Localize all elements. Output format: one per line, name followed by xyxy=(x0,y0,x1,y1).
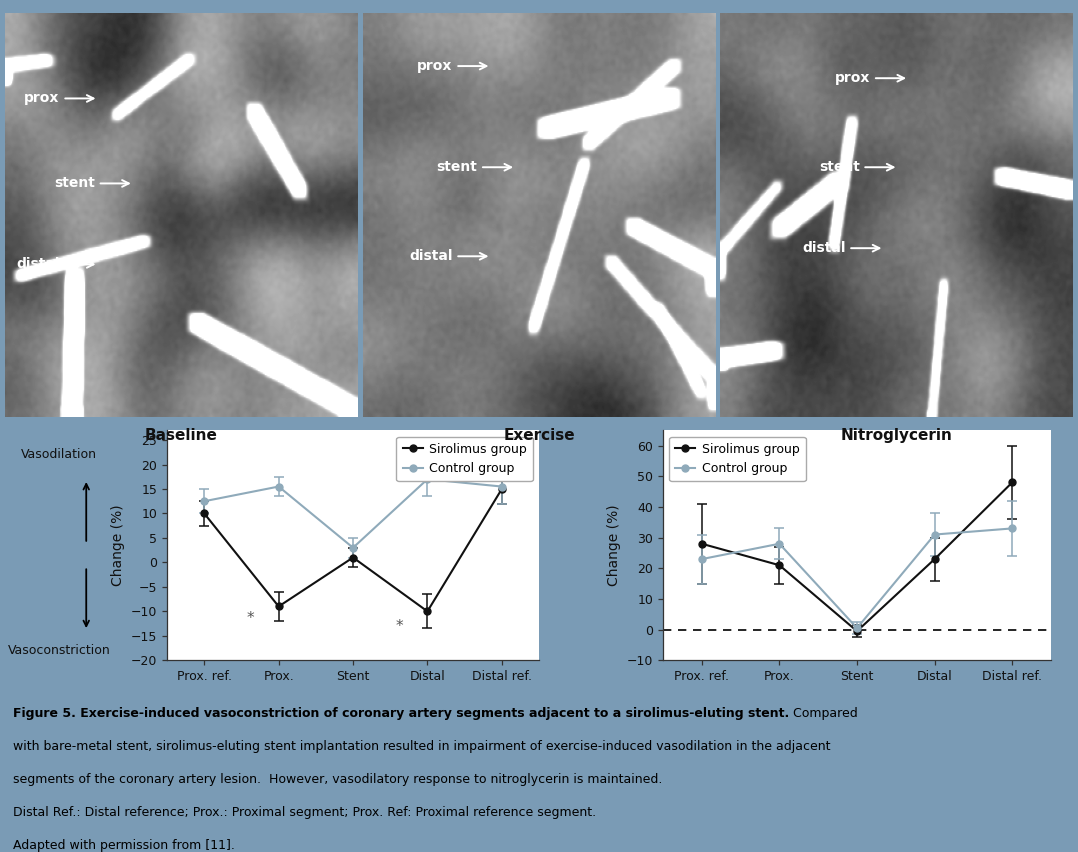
Text: segments of the coronary artery lesion.  However, vasodilatory response to nitro: segments of the coronary artery lesion. … xyxy=(13,774,662,786)
Text: with bare-metal stent, sirolimus-eluting stent implantation resulted in impairme: with bare-metal stent, sirolimus-eluting… xyxy=(13,740,830,753)
Y-axis label: Change (%): Change (%) xyxy=(111,504,125,586)
Y-axis label: Change (%): Change (%) xyxy=(607,504,621,586)
Text: Vasodilation: Vasodilation xyxy=(22,448,97,461)
Text: distal: distal xyxy=(16,257,94,272)
Text: Baseline: Baseline xyxy=(144,428,218,443)
Text: prox: prox xyxy=(25,91,94,106)
Text: stent: stent xyxy=(819,160,894,175)
Text: *: * xyxy=(396,619,403,634)
Text: Exercise: Exercise xyxy=(503,428,575,443)
Text: distal: distal xyxy=(802,241,880,256)
Text: Compared: Compared xyxy=(789,707,858,720)
Text: Distal Ref.: Distal reference; Prox.: Proximal segment; Prox. Ref: Proximal refe: Distal Ref.: Distal reference; Prox.: Pr… xyxy=(13,806,596,820)
Text: Vasoconstriction: Vasoconstriction xyxy=(8,644,111,657)
Legend: Sirolimus group, Control group: Sirolimus group, Control group xyxy=(397,436,533,481)
Legend: Sirolimus group, Control group: Sirolimus group, Control group xyxy=(669,436,805,481)
Text: prox: prox xyxy=(417,59,486,73)
Text: Adapted with permission from [11].: Adapted with permission from [11]. xyxy=(13,839,235,852)
Text: Figure 5. Exercise-induced vasoconstriction of coronary artery segments adjacent: Figure 5. Exercise-induced vasoconstrict… xyxy=(13,707,789,720)
Text: *: * xyxy=(247,612,254,626)
Text: Nitroglycerin: Nitroglycerin xyxy=(841,428,953,443)
Text: prox: prox xyxy=(834,72,904,85)
Text: stent: stent xyxy=(437,160,511,175)
Text: distal: distal xyxy=(409,250,486,263)
Text: stent: stent xyxy=(54,176,128,191)
